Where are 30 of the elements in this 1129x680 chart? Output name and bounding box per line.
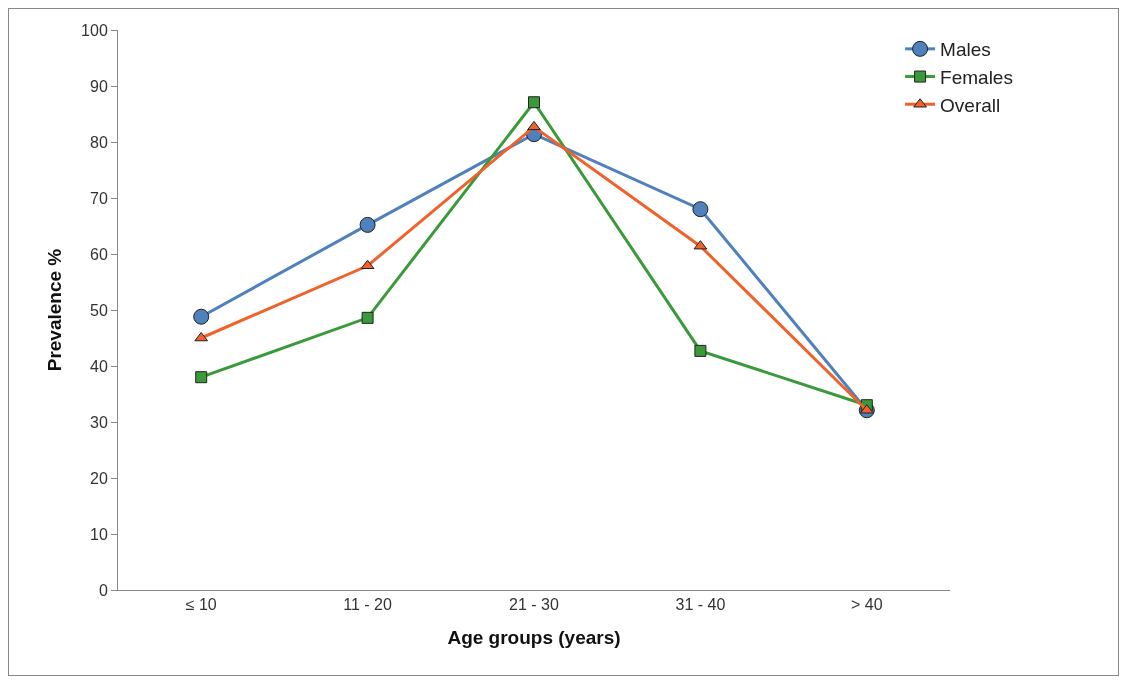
y-tick-label: 50 [90,301,108,319]
x-tick-label: 31 - 40 [675,596,726,614]
point [195,371,208,384]
point [361,311,374,324]
y-tick-label: 20 [90,469,108,487]
point [527,120,541,131]
y-tick-label: 10 [90,525,108,543]
point [359,216,376,233]
legend-label: Females [940,66,1013,88]
y-tick-label: 40 [90,357,108,375]
y-tick-label: 90 [90,77,108,95]
legend-label: Males [940,39,991,61]
y-tick-label: 80 [90,133,108,151]
x-tick-label: > 40 [851,596,883,614]
y-axis-title: Prevalence % [43,248,65,372]
x-tick-label: 21 - 30 [509,596,560,614]
x-tick-label: 11 - 20 [343,596,393,614]
point [193,308,210,325]
point [692,201,709,218]
x-tick-label: ≤ 10 [185,596,217,614]
legend-label: Overall [940,94,1001,116]
point [694,344,707,357]
y-tick-label: 30 [90,413,108,431]
x-axis-title: Age groups (years) [447,627,621,648]
y-tick-label: 70 [90,189,108,207]
point [360,259,375,270]
y-tick-label: 0 [98,581,108,599]
y-tick-label: 60 [90,245,108,263]
y-tick-label: 100 [81,21,108,39]
point [528,96,540,109]
